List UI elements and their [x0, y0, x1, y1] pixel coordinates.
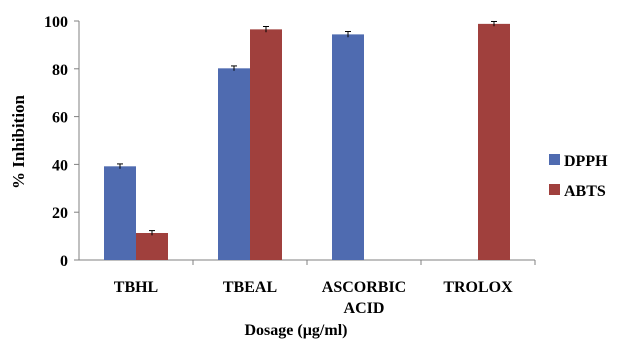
- x-tick-label: ACID: [344, 300, 385, 317]
- y-tick-label: 60: [52, 110, 68, 127]
- y-tick-label: 80: [52, 62, 68, 79]
- legend: DPPH ABTS: [549, 153, 608, 200]
- legend-label-dpph: DPPH: [564, 153, 608, 170]
- legend-label-abts: ABTS: [564, 183, 606, 200]
- y-tick-label: 20: [52, 205, 68, 222]
- x-tick-label: ASCORBIC: [322, 279, 406, 296]
- bar-abts: [478, 23, 510, 261]
- bar-abts: [136, 232, 168, 260]
- axes: [74, 20, 536, 265]
- bar-dpph: [332, 34, 364, 260]
- tick-labels: 0 20 40 60 80 100 TBHL TBEAL ASCORBIC ACID TROLOX: [44, 14, 513, 317]
- y-tick-label: 40: [52, 157, 68, 174]
- y-tick-label: 100: [44, 14, 68, 31]
- legend-swatch-dpph: [549, 154, 560, 165]
- y-axis-title: % Inhibition: [9, 94, 28, 189]
- bar-abts: [250, 29, 282, 260]
- legend-swatch-abts: [549, 184, 560, 195]
- bar-dpph: [218, 68, 250, 261]
- y-tick-label: 0: [60, 253, 68, 270]
- x-tick-label: TBEAL: [223, 279, 277, 296]
- error-bars: [117, 20, 497, 236]
- bars: [104, 23, 510, 261]
- x-tick-label: TROLOX: [443, 279, 513, 296]
- x-tick-label: TBHL: [114, 279, 158, 296]
- x-axis-title: Dosage (µg/ml): [245, 322, 348, 339]
- bar-dpph: [104, 166, 136, 260]
